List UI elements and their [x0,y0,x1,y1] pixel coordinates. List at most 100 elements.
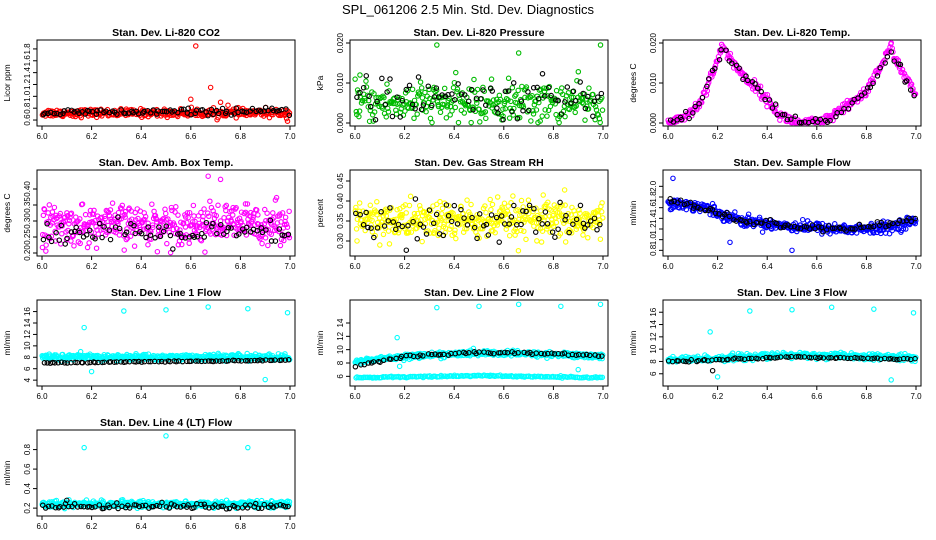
data-point [506,115,513,121]
data-point [93,245,100,251]
data-point [736,65,742,71]
data-point [433,87,440,94]
data-point [707,329,713,335]
data-point [189,219,196,225]
series-primary [665,40,919,126]
data-point [533,220,540,226]
x-tick-label: 6.0 [349,392,361,401]
data-point [555,97,561,104]
data-point [534,84,540,91]
data-point [729,60,735,66]
data-point [515,247,522,254]
data-point [243,224,250,231]
data-point [41,206,48,213]
data-point [411,210,418,217]
data-point [91,207,97,214]
data-point [200,213,206,220]
data-point [379,219,386,225]
data-point [474,86,481,93]
data-point [68,238,74,244]
data-point [454,86,461,92]
data-point [432,228,438,234]
data-point [73,224,79,231]
data-point [199,106,206,113]
data-point [690,110,696,116]
data-point [197,236,204,243]
plot-frame [36,299,296,387]
data-point [357,211,363,218]
series-reference [40,104,293,119]
data-point [596,115,603,122]
data-point [443,202,450,208]
data-point [221,231,227,237]
data-point [477,119,483,125]
data-point [45,210,51,216]
data-point [433,85,440,91]
data-point [585,106,592,112]
data-point [229,212,236,218]
data-point [411,115,417,121]
data-point [122,211,128,218]
data-point [538,239,545,245]
data-point [262,235,269,241]
series-reference [667,47,917,126]
data-point [86,108,92,114]
data-point [202,249,208,255]
data-point [277,211,283,217]
data-point [534,238,540,244]
data-point [143,234,149,241]
y-tick-label: 0.010 [649,72,658,93]
data-point [506,221,512,227]
data-point [573,103,579,109]
data-point [283,221,290,228]
y-tick-label: 8 [336,360,345,365]
x-tick-label: 6.2 [399,132,411,141]
data-point [217,99,224,106]
y-tick-label: 0.010 [336,72,345,93]
data-point [716,56,723,63]
data-point [206,213,212,220]
data-point [225,102,231,108]
data-point [48,233,55,239]
data-point [44,221,50,227]
data-point [552,234,558,240]
data-point [379,75,385,82]
data-point [393,216,400,223]
data-point [458,107,465,114]
data-point [766,97,773,103]
y-tick-label: 8 [649,359,658,364]
data-point [205,112,211,119]
x-tick-label: 6.2 [86,132,98,141]
data-point [488,206,494,213]
data-point [262,376,268,383]
y-tick-label: 0.30 [23,213,32,229]
x-tick-label: 7.0 [284,132,296,141]
panel-title: Stan. Dev. Li-820 Temp. [734,27,850,39]
data-point [888,377,894,383]
y-tick-label: 0.8 [23,102,32,114]
panel-title: Stan. Dev. Line 4 (LT) Flow [100,417,233,429]
data-point [354,238,360,244]
y-tick-label: 0.020 [336,32,345,53]
data-point [781,111,788,118]
data-point [242,201,249,207]
data-point [383,114,390,120]
data-point [435,103,442,110]
data-point [233,205,239,211]
x-tick-label: 6.4 [449,262,461,271]
x-tick-label: 6.8 [235,392,247,401]
x-tick-label: 6.2 [86,392,98,401]
data-point [107,207,114,213]
data-point [92,235,98,242]
data-point [141,108,147,115]
y-tick-label: 16 [23,307,32,316]
data-point [215,202,221,209]
data-point [147,232,154,238]
y-tick-label: 14 [23,318,32,327]
data-point [590,91,596,98]
data-point [161,108,168,115]
data-point [51,110,57,117]
data-point [56,237,62,243]
